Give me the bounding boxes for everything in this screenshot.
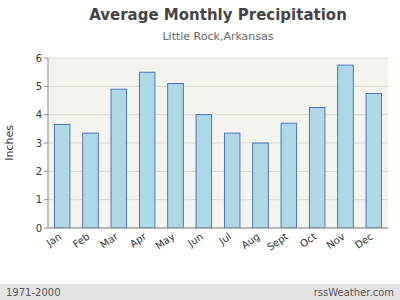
- bar: [139, 72, 155, 228]
- chart: Average Monthly Precipitation Little Rock…: [0, 0, 400, 300]
- y-tick: [44, 171, 48, 172]
- x-tick-label: Dec: [353, 231, 375, 251]
- x-tick-label: Aug: [239, 231, 261, 251]
- bar: [338, 65, 354, 228]
- y-axis-label: Inches: [3, 125, 16, 161]
- x-tick-label: Jan: [44, 231, 64, 249]
- subtitle: Little Rock,Arkansas: [162, 30, 273, 43]
- y-tick-label: 5: [36, 81, 42, 92]
- bar: [281, 123, 297, 228]
- x-tick-label: Nov: [324, 231, 346, 251]
- y-axis: [48, 58, 49, 228]
- footer-bar: [0, 284, 400, 300]
- grid-line: [48, 228, 388, 229]
- y-tick-label: 3: [36, 138, 42, 149]
- y-tick: [44, 228, 48, 229]
- y-tick: [44, 86, 48, 87]
- y-tick-label: 4: [36, 109, 42, 120]
- y-tick: [44, 199, 48, 200]
- footer-right: rssWeather.com: [314, 287, 394, 298]
- x-tick-label: Oct: [298, 231, 319, 250]
- y-tick-label: 2: [36, 166, 42, 177]
- bar: [168, 84, 184, 229]
- x-tick-label: May: [153, 231, 176, 252]
- x-tick-label: Sept: [265, 231, 290, 253]
- grid-line: [48, 143, 388, 144]
- bar: [309, 108, 325, 228]
- footer-left: 1971-2000: [6, 287, 61, 298]
- x-tick-label: Apr: [128, 230, 149, 249]
- y-tick-label: 0: [36, 223, 42, 234]
- title: Average Monthly Precipitation: [89, 6, 347, 24]
- bar: [224, 133, 240, 228]
- plot-area: [48, 58, 388, 228]
- bar: [111, 89, 127, 228]
- bar: [253, 143, 269, 228]
- bar: [83, 133, 99, 228]
- x-tick-label: Jun: [185, 231, 205, 250]
- x-tick-label: Feb: [71, 231, 92, 250]
- x-tick-label: Mar: [98, 230, 120, 250]
- x-tick-label: Jul: [216, 231, 233, 248]
- y-tick: [44, 58, 48, 59]
- bar: [54, 125, 70, 228]
- grid-line: [48, 114, 388, 115]
- grid-line: [48, 171, 388, 172]
- bar: [366, 93, 382, 228]
- grid-line: [48, 86, 388, 87]
- x-axis: [48, 228, 388, 229]
- y-tick-label: 6: [36, 53, 42, 64]
- bar: [196, 115, 212, 228]
- y-tick: [44, 114, 48, 115]
- y-tick: [44, 143, 48, 144]
- grid-line: [48, 58, 388, 59]
- y-tick-label: 1: [36, 194, 42, 205]
- bars: [54, 65, 381, 228]
- grid-line: [48, 199, 388, 200]
